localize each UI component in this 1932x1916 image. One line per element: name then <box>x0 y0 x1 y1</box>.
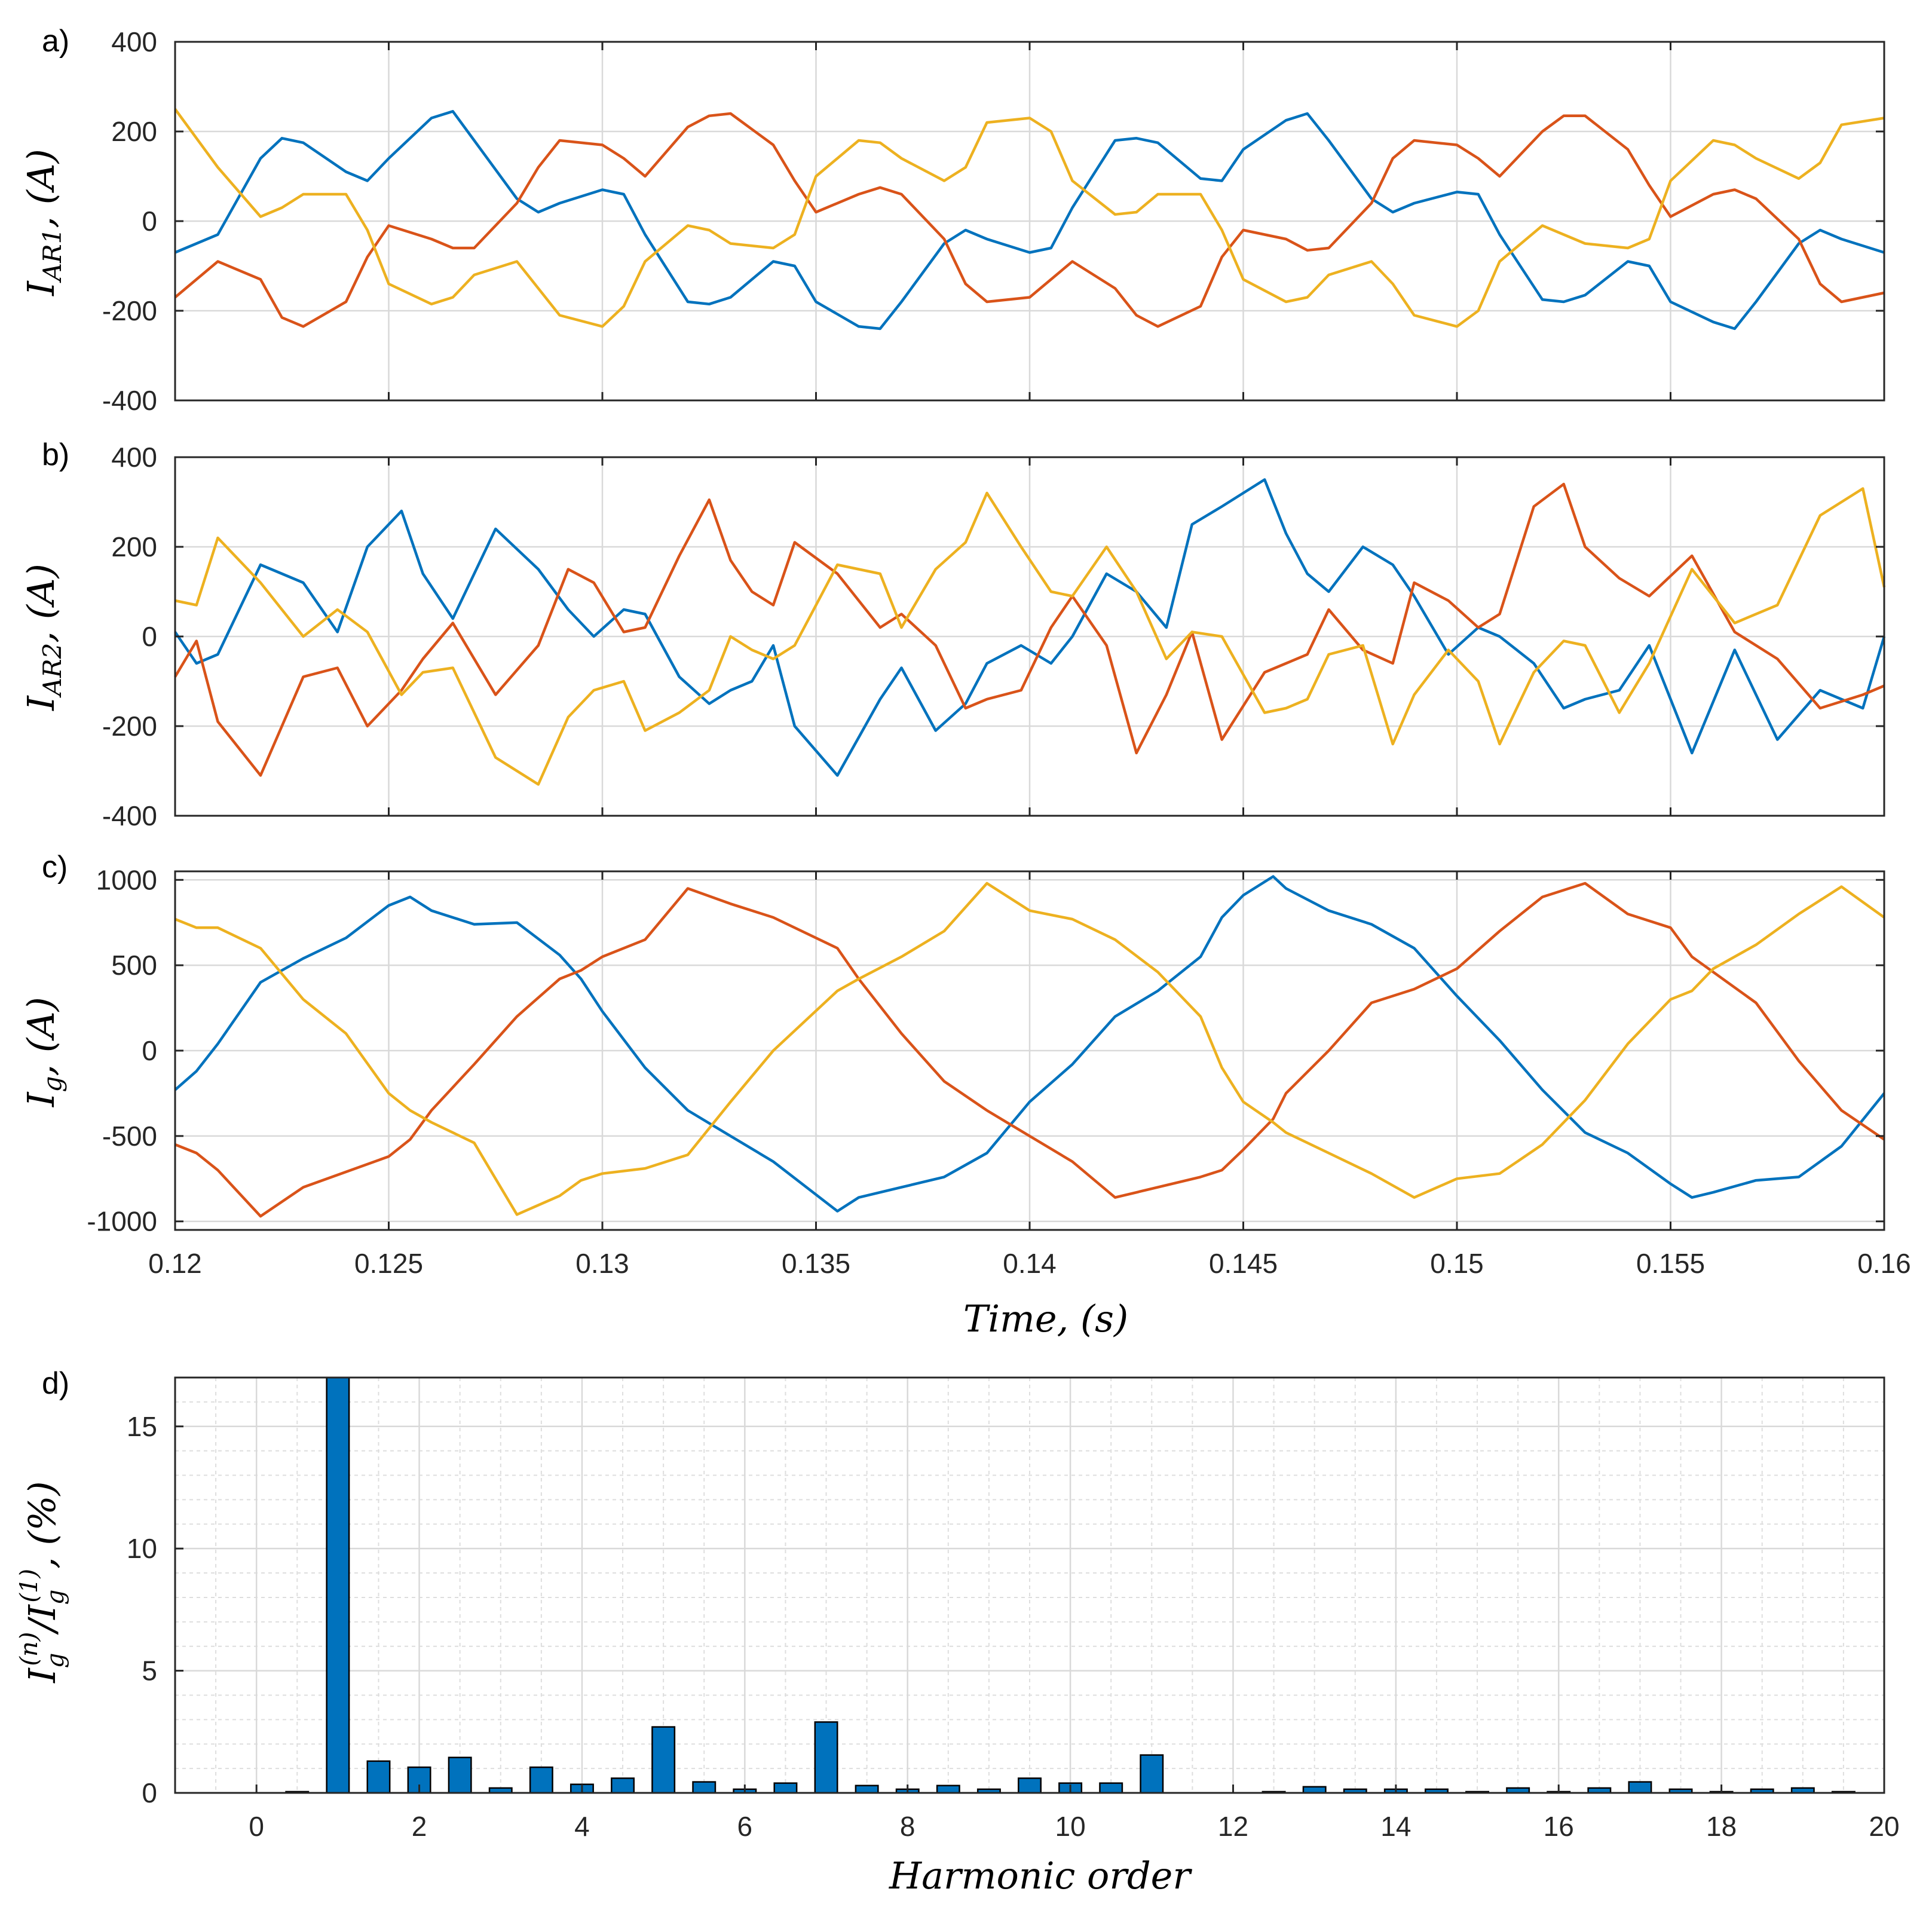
panel-d-bar-h1_5 <box>366 1760 391 1794</box>
panel-c-ytick-label: 0 <box>142 1035 157 1066</box>
panel-c-xtick-label: 0.135 <box>782 1248 850 1279</box>
panel-d-bar-h5_5 <box>692 1781 717 1794</box>
panel-d-xtick-label: 10 <box>1055 1811 1086 1842</box>
panel-c-xtick-label: 0.125 <box>354 1248 423 1279</box>
panel-b-ytick-label: -400 <box>102 800 157 831</box>
panel-d-xtick-label: 2 <box>412 1811 427 1842</box>
panel-d-bar-h7_5 <box>855 1785 879 1794</box>
panel-d-bar-h8_5 <box>936 1785 960 1794</box>
panel-b-ytick-label: -200 <box>102 711 157 742</box>
panel-d-xtick-label: 0 <box>249 1811 264 1842</box>
panel-d-ytick-label: 5 <box>142 1655 157 1687</box>
panel-c-xtick-label: 0.15 <box>1430 1248 1484 1279</box>
panel-d-bar-h11 <box>1140 1754 1164 1794</box>
panel-c-xtick-label: 0.155 <box>1636 1248 1705 1279</box>
panel-b: b) IAR2, (A) -400 -200 0 200 400 <box>19 437 1886 831</box>
panel-a-series-3 <box>174 108 1885 328</box>
panel-d-axes <box>174 1376 1885 1794</box>
panel-c-y-axis-label: Ig, (A) <box>19 997 67 1107</box>
panel-a-ytick-label: -400 <box>102 385 157 416</box>
panel-a-ylabel-rest: , (A) <box>19 149 63 228</box>
panel-b-label: b) <box>42 437 69 472</box>
panel-c-xtick-label: 0.14 <box>1003 1248 1057 1279</box>
panel-b-series-3 <box>174 487 1886 786</box>
panel-d-xtick-label: 16 <box>1544 1811 1574 1842</box>
panel-b-ytick-label: 400 <box>111 442 157 473</box>
panel-a-ylabel-sub: AR1 <box>38 228 67 284</box>
panel-b-ylabel-sub: AR2 <box>38 643 67 699</box>
panel-d-bar-h9_5 <box>1018 1777 1042 1794</box>
panel-d-bar-h5 <box>651 1726 676 1794</box>
panel-c-ylabel-main: I <box>19 1091 63 1107</box>
panel-d-ylabel-sub: g <box>42 1653 69 1669</box>
panel-d-ylabel-sup2: (1) <box>16 1569 43 1603</box>
panel-a-ytick-label: 200 <box>111 116 157 147</box>
panel-d-ytick-label: 15 <box>127 1411 157 1442</box>
panel-a-series-1 <box>174 110 1885 330</box>
panel-c-ytick-label: -500 <box>102 1121 157 1152</box>
panel-d-ylabel-sub2: g <box>42 1590 69 1605</box>
panel-b-y-axis-label: IAR2, (A) <box>19 564 67 711</box>
panel-a-label: a) <box>42 24 69 59</box>
panel-d-bar-h13 <box>1302 1786 1327 1794</box>
panel-c-ylabel-rest: , (A) <box>19 997 63 1076</box>
panel-d-ylabel-rest: , (%) <box>20 1481 64 1569</box>
panel-d-xtick-label: 6 <box>737 1811 753 1842</box>
panel-a-ylabel-main: I <box>19 280 63 296</box>
panel-c-xtick-label: 0.12 <box>148 1248 202 1279</box>
panel-d-ylabel-sup: (n) <box>16 1632 43 1666</box>
panel-d-x-axis-label: Harmonic order <box>889 1854 1192 1897</box>
panel-d-xtick-label: 12 <box>1218 1811 1248 1842</box>
panel-c-label: c) <box>42 850 68 884</box>
panel-d-bar-h17 <box>1628 1781 1652 1794</box>
panel-b-ytick-label: 0 <box>142 621 157 652</box>
panel-d: d) Ig(n)/Ig(1), (%) Harmonic order 05101… <box>16 1366 1900 1897</box>
panel-c-xtick-label: 0.145 <box>1209 1248 1278 1279</box>
panel-d-label: d) <box>42 1366 69 1401</box>
panel-d-bar-h10_5 <box>1099 1782 1123 1794</box>
panel-d-bar-h4_5 <box>611 1777 635 1794</box>
panel-c-ylabel-sub: g <box>38 1076 67 1092</box>
panel-a: a) IAR1, (A) -400 -200 0 200 400 <box>19 24 1885 416</box>
panel-b-ylabel-main: I <box>19 695 63 711</box>
panel-c-xtick-label: 0.13 <box>575 1248 629 1279</box>
panel-d-xtick-label: 20 <box>1869 1811 1899 1842</box>
panel-d-bar-h6_5 <box>773 1782 798 1794</box>
panel-a-series-2 <box>174 112 1885 328</box>
panel-d-ytick-label: 10 <box>127 1533 157 1564</box>
panel-a-ytick-label: 400 <box>111 26 157 57</box>
panel-b-ytick-label: 200 <box>111 531 157 562</box>
panel-b-series-2 <box>174 482 1885 777</box>
panel-d-y-axis-label: Ig(n)/Ig(1), (%) <box>16 1481 69 1683</box>
panel-d-xtick-label: 4 <box>574 1811 590 1842</box>
panel-d-bar-h3_5 <box>529 1766 553 1794</box>
panel-b-series-1 <box>174 478 1886 777</box>
panel-c-series-2 <box>174 882 1885 1218</box>
panel-c-series-3 <box>174 882 1885 1216</box>
panel-d-bar-h7 <box>814 1721 838 1794</box>
panel-a-ytick-label: -200 <box>102 295 157 326</box>
panel-c-ytick-label: -1000 <box>87 1206 157 1237</box>
panel-d-ylabel-main: I <box>20 1667 64 1684</box>
panel-c-ytick-label: 1000 <box>96 864 157 895</box>
panel-d-ytick-label: 0 <box>142 1777 157 1808</box>
panel-c: c) Ig, (A) Time, (s) -1000 -500 0 500 1000 0.… <box>19 850 1911 1340</box>
panel-d-xtick-label: 8 <box>900 1811 916 1842</box>
panel-c-series-1 <box>174 875 1885 1213</box>
panel-d-bar-h2_5 <box>448 1756 472 1794</box>
panel-d-ylabel-main2: I <box>20 1604 64 1620</box>
panel-d-ylabel-slash: / <box>20 1617 64 1635</box>
panel-d-xtick-label: 14 <box>1380 1811 1411 1842</box>
panel-c-ytick-label: 500 <box>111 950 157 981</box>
panel-a-ytick-label: 0 <box>142 206 157 237</box>
panel-c-x-axis-label: Time, (s) <box>963 1297 1128 1340</box>
panel-d-xtick-label: 18 <box>1706 1811 1737 1842</box>
panel-b-ylabel-rest: , (A) <box>19 564 63 643</box>
panel-a-y-axis-label: IAR1, (A) <box>19 149 67 296</box>
panel-c-xtick-label: 0.16 <box>1857 1248 1911 1279</box>
panel-d-bar-h1 <box>326 1376 350 1794</box>
